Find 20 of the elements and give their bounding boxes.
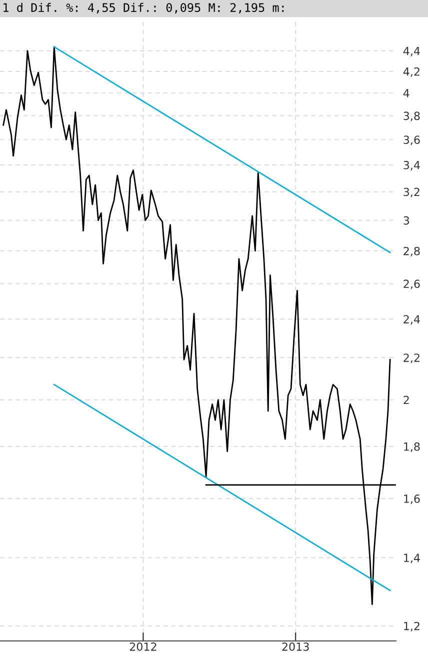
x-tick-label: 2013 [282,642,309,651]
y-tick-label: 1,2 [404,622,420,632]
y-tick-label: 2 [404,396,409,404]
chart-title: 1 d Dif. %: 4,55 Dif.: 0,095 M: 2,195 m: [4,2,284,14]
y-tick-label: 4,4 [403,46,420,56]
y-tick-label: 2,2 [404,354,420,364]
y-tick-label: 1,4 [404,554,420,564]
y-tick-label: 3,8 [404,112,420,122]
y-tick-label: 1,6 [404,494,420,504]
y-tick-label: 3,6 [404,136,420,146]
y-tick-label: 3,4 [404,160,420,170]
y-tick-label: 1,8 [404,442,420,452]
y-tick-label: 3,2 [404,188,420,198]
x-tick-label: 2012 [130,642,156,651]
y-tick-label: 2,8 [404,246,420,256]
y-tick-label: 2,4 [404,315,420,325]
y-tick-label: 2,6 [404,280,420,290]
y-tick-label: 3 [404,216,410,225]
y-tick-label: 4,2 [403,67,420,77]
y-tick-label: 4 [403,89,410,98]
